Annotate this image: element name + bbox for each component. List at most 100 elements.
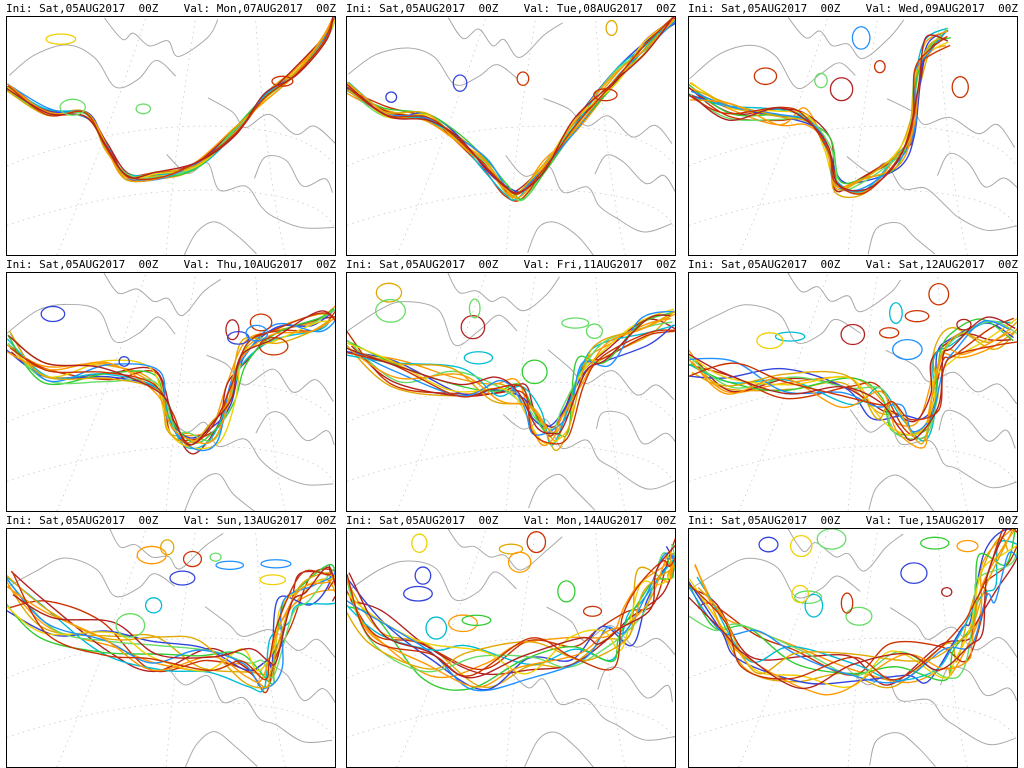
ensemble-member-contour (10, 319, 335, 452)
cutoff-low-contour (593, 88, 618, 102)
coastline (869, 732, 936, 767)
coastline (689, 557, 861, 599)
ensemble-member-contour (347, 21, 675, 197)
coastline (940, 666, 1017, 702)
cutoff-low-contour (245, 324, 269, 342)
ensemble-member-contour (7, 316, 335, 445)
cutoff-low-contour (840, 592, 854, 614)
coastline (505, 155, 673, 233)
ensemble-members (689, 282, 1017, 449)
valid-time-label: Val: Wed,09AUG2017 00Z (866, 2, 1018, 16)
coastline (347, 301, 518, 347)
cutoff-low-contour (468, 298, 481, 319)
map-frame (6, 272, 336, 512)
cutoff-low-contour (118, 356, 130, 367)
cutoff-low-contour (791, 584, 810, 604)
ensemble-member-contour (689, 328, 1017, 427)
valid-time-label: Val: Thu,10AUG2017 00Z (184, 258, 336, 272)
cutoff-low-contour (260, 559, 292, 569)
ini-date: Sat,05AUG2017 (721, 514, 808, 527)
map-frame (688, 272, 1018, 512)
init-time-label: Ini: Sat,05AUG2017 00Z (346, 258, 498, 272)
coastline (936, 152, 1017, 189)
spaghetti-map (347, 17, 675, 255)
graticule-line (595, 273, 626, 511)
ini-label: Ini: (688, 258, 715, 271)
val-hour: 00Z (656, 514, 676, 527)
coastline (184, 473, 255, 511)
coastline (689, 44, 856, 90)
ini-label: Ini: (346, 258, 373, 271)
valid-time-label: Val: Mon,07AUG2017 00Z (184, 2, 336, 16)
coastline (867, 222, 936, 255)
ensemble-member-contour (347, 18, 674, 195)
panel-header: Ini: Sat,05AUG2017 00Z Val: Mon,07AUG2017… (6, 2, 336, 16)
coastline (594, 154, 675, 192)
cutoff-low-contour (889, 302, 903, 325)
ini-label: Ini: (688, 514, 715, 527)
map-frame (6, 528, 336, 768)
graticule-line (7, 381, 335, 423)
ensemble-member-contour (347, 311, 675, 438)
ensemble-member-contour (689, 544, 1017, 688)
init-time-label: Ini: Sat,05AUG2017 00Z (346, 2, 498, 16)
graticule-line (165, 273, 197, 511)
val-label: Val: (523, 514, 551, 527)
coastline (528, 473, 596, 511)
cutoff-low-contour (516, 71, 530, 86)
graticule-line (56, 273, 147, 511)
coastline (253, 155, 334, 193)
ini-hour: 00Z (820, 258, 841, 271)
cutoff-low-contour (425, 616, 448, 640)
ensemble-member-contour (7, 17, 335, 178)
cutoff-low-contour (582, 605, 603, 617)
ini-date: Sat,05AUG2017 (39, 514, 126, 527)
cutoff-low-contour (845, 606, 873, 626)
coastline (447, 529, 563, 571)
val-date: Mon,14AUG2017 (556, 514, 643, 527)
ensemble-member-contour (692, 36, 946, 191)
ensemble-members (347, 531, 675, 692)
ensemble-member-contour (7, 563, 335, 685)
map-frame (346, 528, 676, 768)
val-date: Thu,10AUG2017 (216, 258, 303, 271)
ensemble-member-contour (347, 17, 674, 202)
ensemble-member-contour (349, 552, 675, 679)
map-frame (6, 16, 336, 256)
ensemble-member-contour (347, 555, 675, 675)
ensemble-member-contour (7, 17, 335, 177)
val-hour: 00Z (316, 258, 336, 271)
valid-time-label: Val: Mon,14AUG2017 00Z (524, 514, 676, 528)
cutoff-low-contour (460, 314, 486, 340)
coastline (889, 607, 1017, 659)
valid-time-label: Val: Sat,12AUG2017 00Z (866, 258, 1018, 272)
cutoff-low-contour (585, 323, 603, 339)
graticule-line (847, 529, 879, 767)
ensemble-member-contour (689, 529, 1012, 690)
cutoff-low-contour (814, 72, 828, 89)
cutoff-low-contour (956, 318, 972, 331)
ini-label: Ini: (346, 2, 373, 15)
map-frame (688, 528, 1018, 768)
graticule-line (738, 273, 829, 511)
cutoff-low-contour (249, 313, 273, 332)
graticule-line (505, 17, 537, 255)
graticule-line (7, 701, 335, 743)
ini-date: Sat,05AUG2017 (39, 258, 126, 271)
val-hour: 00Z (998, 2, 1018, 15)
cutoff-low-contour (375, 282, 403, 303)
init-time-label: Ini: Sat,05AUG2017 00Z (6, 258, 158, 272)
coastline (183, 221, 257, 255)
ensemble-member-contour (7, 567, 334, 683)
coastline (595, 410, 675, 445)
cutoff-low-contour (452, 74, 468, 92)
ini-date: Sat,05AUG2017 (379, 258, 466, 271)
cutoff-low-contour (892, 338, 923, 361)
panel-header: Ini: Sat,05AUG2017 00Z Val: Sun,13AUG2017… (6, 514, 336, 528)
ensemble-member-contour (7, 19, 335, 183)
ini-hour: 00Z (478, 258, 499, 271)
graticule-line (595, 529, 626, 767)
ensemble-member-contour (689, 341, 1017, 421)
valid-time-label: Val: Tue,15AUG2017 00Z (866, 514, 1018, 528)
ensemble-member-contour (347, 19, 675, 200)
